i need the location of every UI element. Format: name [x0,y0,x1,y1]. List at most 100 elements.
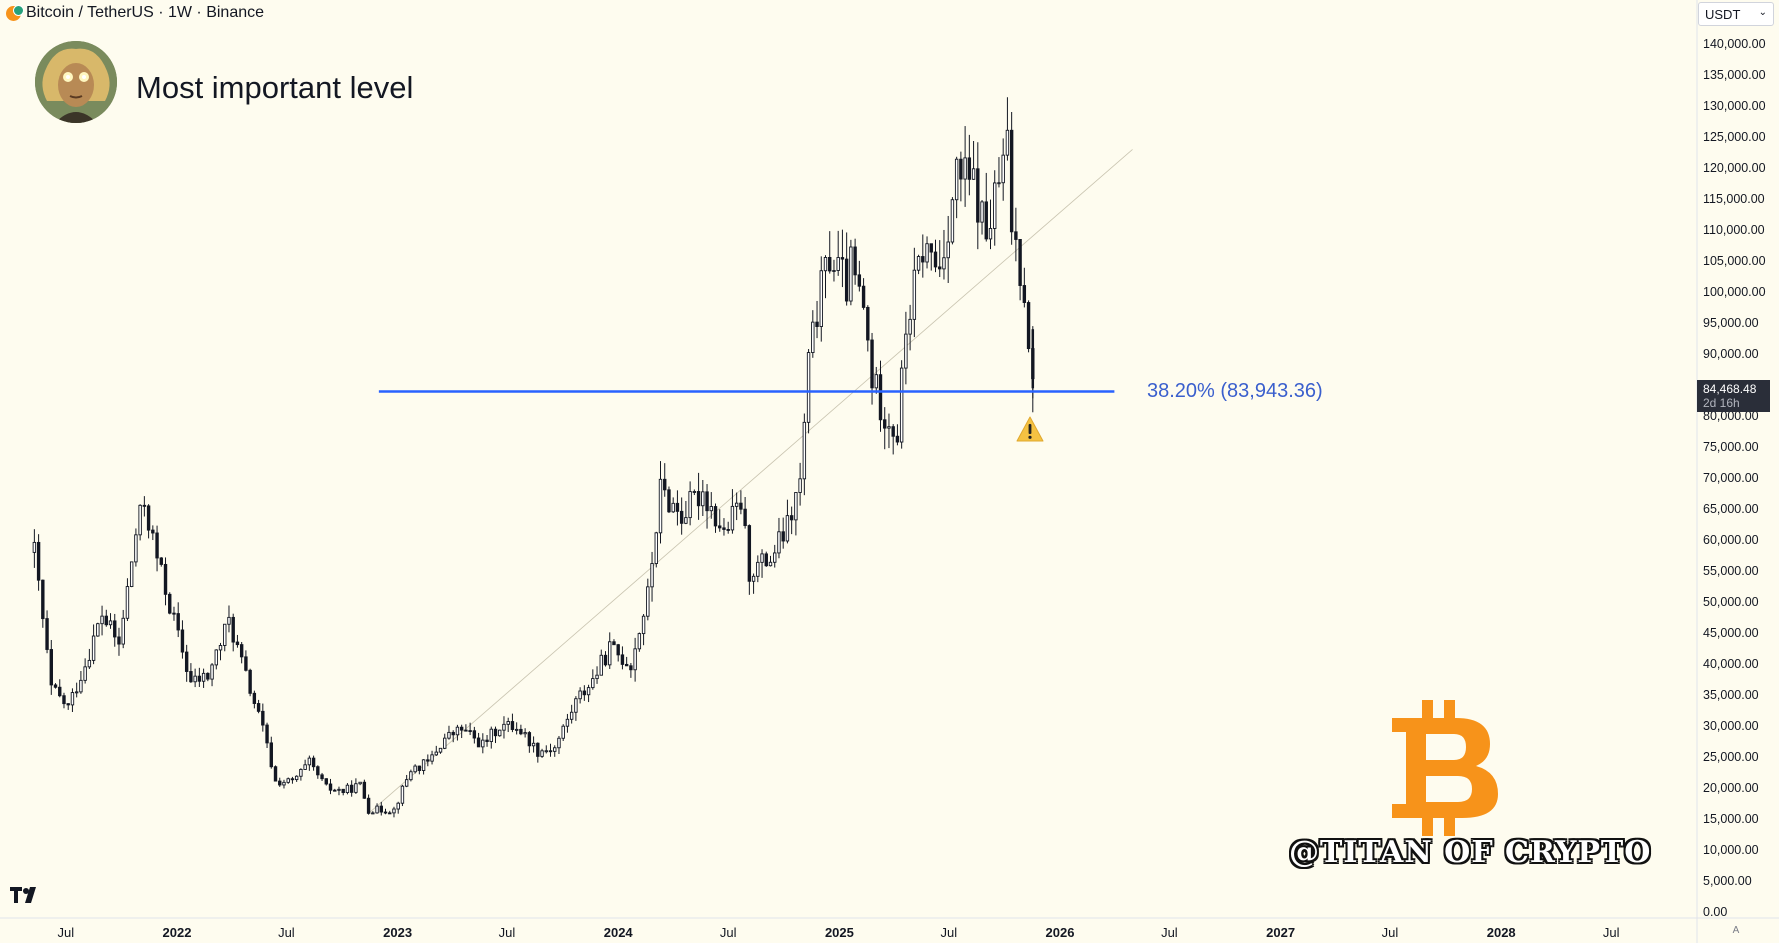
tradingview-logo[interactable] [10,887,42,910]
candle[interactable] [303,759,307,770]
candle[interactable] [506,717,510,733]
candle[interactable] [925,236,929,269]
candle[interactable] [523,728,527,738]
candle[interactable] [489,726,493,749]
candle[interactable] [709,492,713,519]
candle[interactable] [599,649,603,676]
candle[interactable] [1022,267,1027,308]
candle[interactable] [447,725,451,740]
candle[interactable] [574,696,578,721]
candle[interactable] [789,506,794,535]
candle[interactable] [189,663,193,683]
candle[interactable] [586,684,591,703]
candle[interactable] [891,424,895,455]
candle[interactable] [608,632,612,669]
candle[interactable] [231,613,235,652]
candle[interactable] [117,627,121,656]
candle[interactable] [58,679,62,698]
candle[interactable] [866,305,870,352]
candle[interactable] [777,517,781,559]
candle[interactable] [921,234,925,278]
candle[interactable] [946,215,950,283]
candle[interactable] [201,668,206,688]
candle[interactable] [269,736,273,769]
candle[interactable] [282,779,286,789]
candle[interactable] [417,765,422,775]
candle[interactable] [874,366,878,394]
candle[interactable] [650,551,654,602]
candle[interactable] [730,489,735,534]
candle[interactable] [443,733,447,750]
candle[interactable] [349,780,354,797]
candle[interactable] [41,579,45,628]
candle[interactable] [413,764,417,774]
candle[interactable] [963,126,967,207]
candle[interactable] [459,724,464,739]
candle[interactable] [502,716,506,739]
candle[interactable] [1005,97,1010,161]
candle[interactable] [294,775,299,782]
candle[interactable] [404,774,409,788]
candle[interactable] [451,730,455,743]
candle[interactable] [688,481,692,526]
candle[interactable] [667,486,671,514]
candle[interactable] [311,755,316,771]
candle[interactable] [722,518,726,536]
candle[interactable] [1014,207,1018,262]
candle[interactable] [375,803,379,814]
candle[interactable] [916,254,921,275]
candle[interactable] [176,602,180,638]
candle[interactable] [519,724,523,736]
candle[interactable] [168,592,172,615]
candle[interactable] [967,134,972,196]
candle[interactable] [434,745,438,756]
candle[interactable] [218,642,223,661]
candle[interactable] [781,517,785,549]
candle[interactable] [481,733,485,754]
candle[interactable] [633,637,637,682]
candle[interactable] [134,528,138,567]
candle[interactable] [836,230,840,276]
candle[interactable] [768,555,773,567]
candle[interactable] [870,332,874,405]
candle[interactable] [316,765,320,779]
candle[interactable] [548,743,553,757]
candle[interactable] [540,748,544,758]
candle[interactable] [121,609,125,649]
candle[interactable] [883,407,887,450]
candle[interactable] [747,524,752,595]
candle[interactable] [853,238,857,285]
candle[interactable] [345,783,350,795]
candle[interactable] [396,801,400,814]
candle[interactable] [62,692,66,709]
candle[interactable] [438,747,443,754]
candle[interactable] [1031,326,1035,413]
candle[interactable] [383,808,388,815]
candle[interactable] [1018,239,1022,301]
candle[interactable] [929,243,933,271]
candle[interactable] [603,651,608,667]
candle[interactable] [91,624,96,665]
candle[interactable] [743,497,747,529]
candle[interactable] [104,609,108,627]
candle[interactable] [684,500,688,525]
candle[interactable] [206,672,210,682]
candle[interactable] [66,703,70,710]
candle[interactable] [904,311,908,385]
candle[interactable] [341,788,345,796]
candle[interactable] [908,304,912,351]
candle[interactable] [227,605,231,633]
candle[interactable] [239,641,244,664]
candle[interactable] [993,170,997,246]
candle[interactable] [74,682,79,698]
candle[interactable] [798,462,802,506]
candle[interactable] [455,724,460,741]
candle[interactable] [938,240,942,278]
candle[interactable] [663,463,667,497]
candle[interactable] [129,561,134,588]
candle[interactable] [616,643,620,662]
candle[interactable] [472,726,477,744]
candle[interactable] [531,736,536,753]
candle[interactable] [823,255,828,299]
candle[interactable] [510,713,515,733]
